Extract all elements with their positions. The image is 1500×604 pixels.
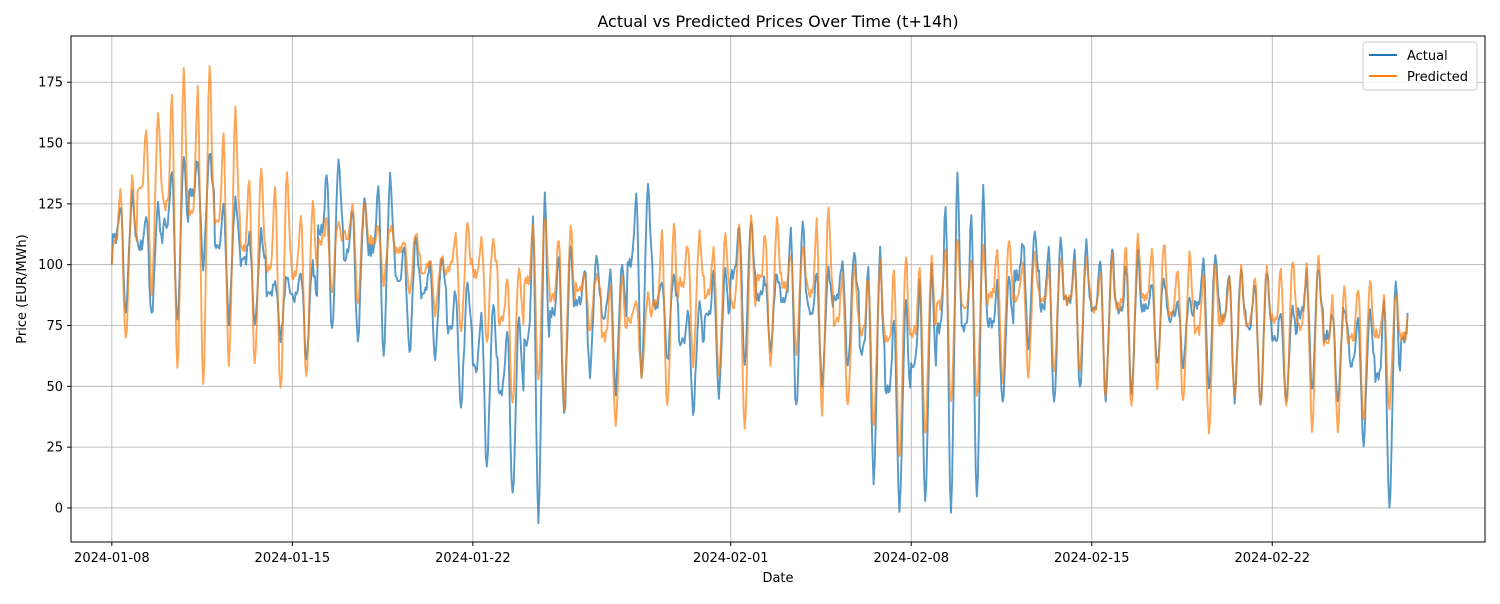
x-tick-label: 2024-02-15 — [1054, 551, 1130, 566]
y-axis-title: Price (EUR/MWh) — [15, 234, 30, 343]
y-tick-label: 50 — [46, 380, 63, 395]
y-tick-label: 0 — [55, 501, 63, 516]
series-line-predicted — [110, 65, 1409, 457]
series-line-actual — [110, 152, 1409, 525]
y-tick-label: 75 — [46, 319, 63, 334]
legend: Actual Predicted — [1362, 41, 1478, 91]
series-lines — [110, 65, 1409, 525]
legend-label-actual: Actual — [1407, 49, 1448, 64]
x-tick-label: 2024-02-01 — [693, 551, 769, 566]
x-axis-title: Date — [762, 571, 793, 586]
y-tick-label: 175 — [38, 76, 63, 91]
y-tick-label: 25 — [46, 441, 63, 456]
plot-frame — [70, 35, 1486, 543]
x-tick-label: 2024-01-15 — [255, 551, 331, 566]
x-tick-label: 2024-01-08 — [74, 551, 150, 566]
legend-label-predicted: Predicted — [1407, 70, 1468, 85]
y-tick-label: 150 — [38, 137, 63, 152]
x-tick-label: 2024-02-22 — [1234, 551, 1310, 566]
grid — [71, 36, 1485, 542]
x-tick-label: 2024-02-08 — [873, 551, 949, 566]
chart-title: Actual vs Predicted Prices Over Time (t+… — [597, 12, 958, 31]
y-tick-label: 100 — [38, 258, 63, 273]
x-tick-label: 2024-01-22 — [435, 551, 511, 566]
axis-ticks: 2024-01-08 2024-01-15 2024-01-22 2024-02-01… — [38, 76, 1310, 566]
y-tick-label: 125 — [38, 197, 63, 212]
